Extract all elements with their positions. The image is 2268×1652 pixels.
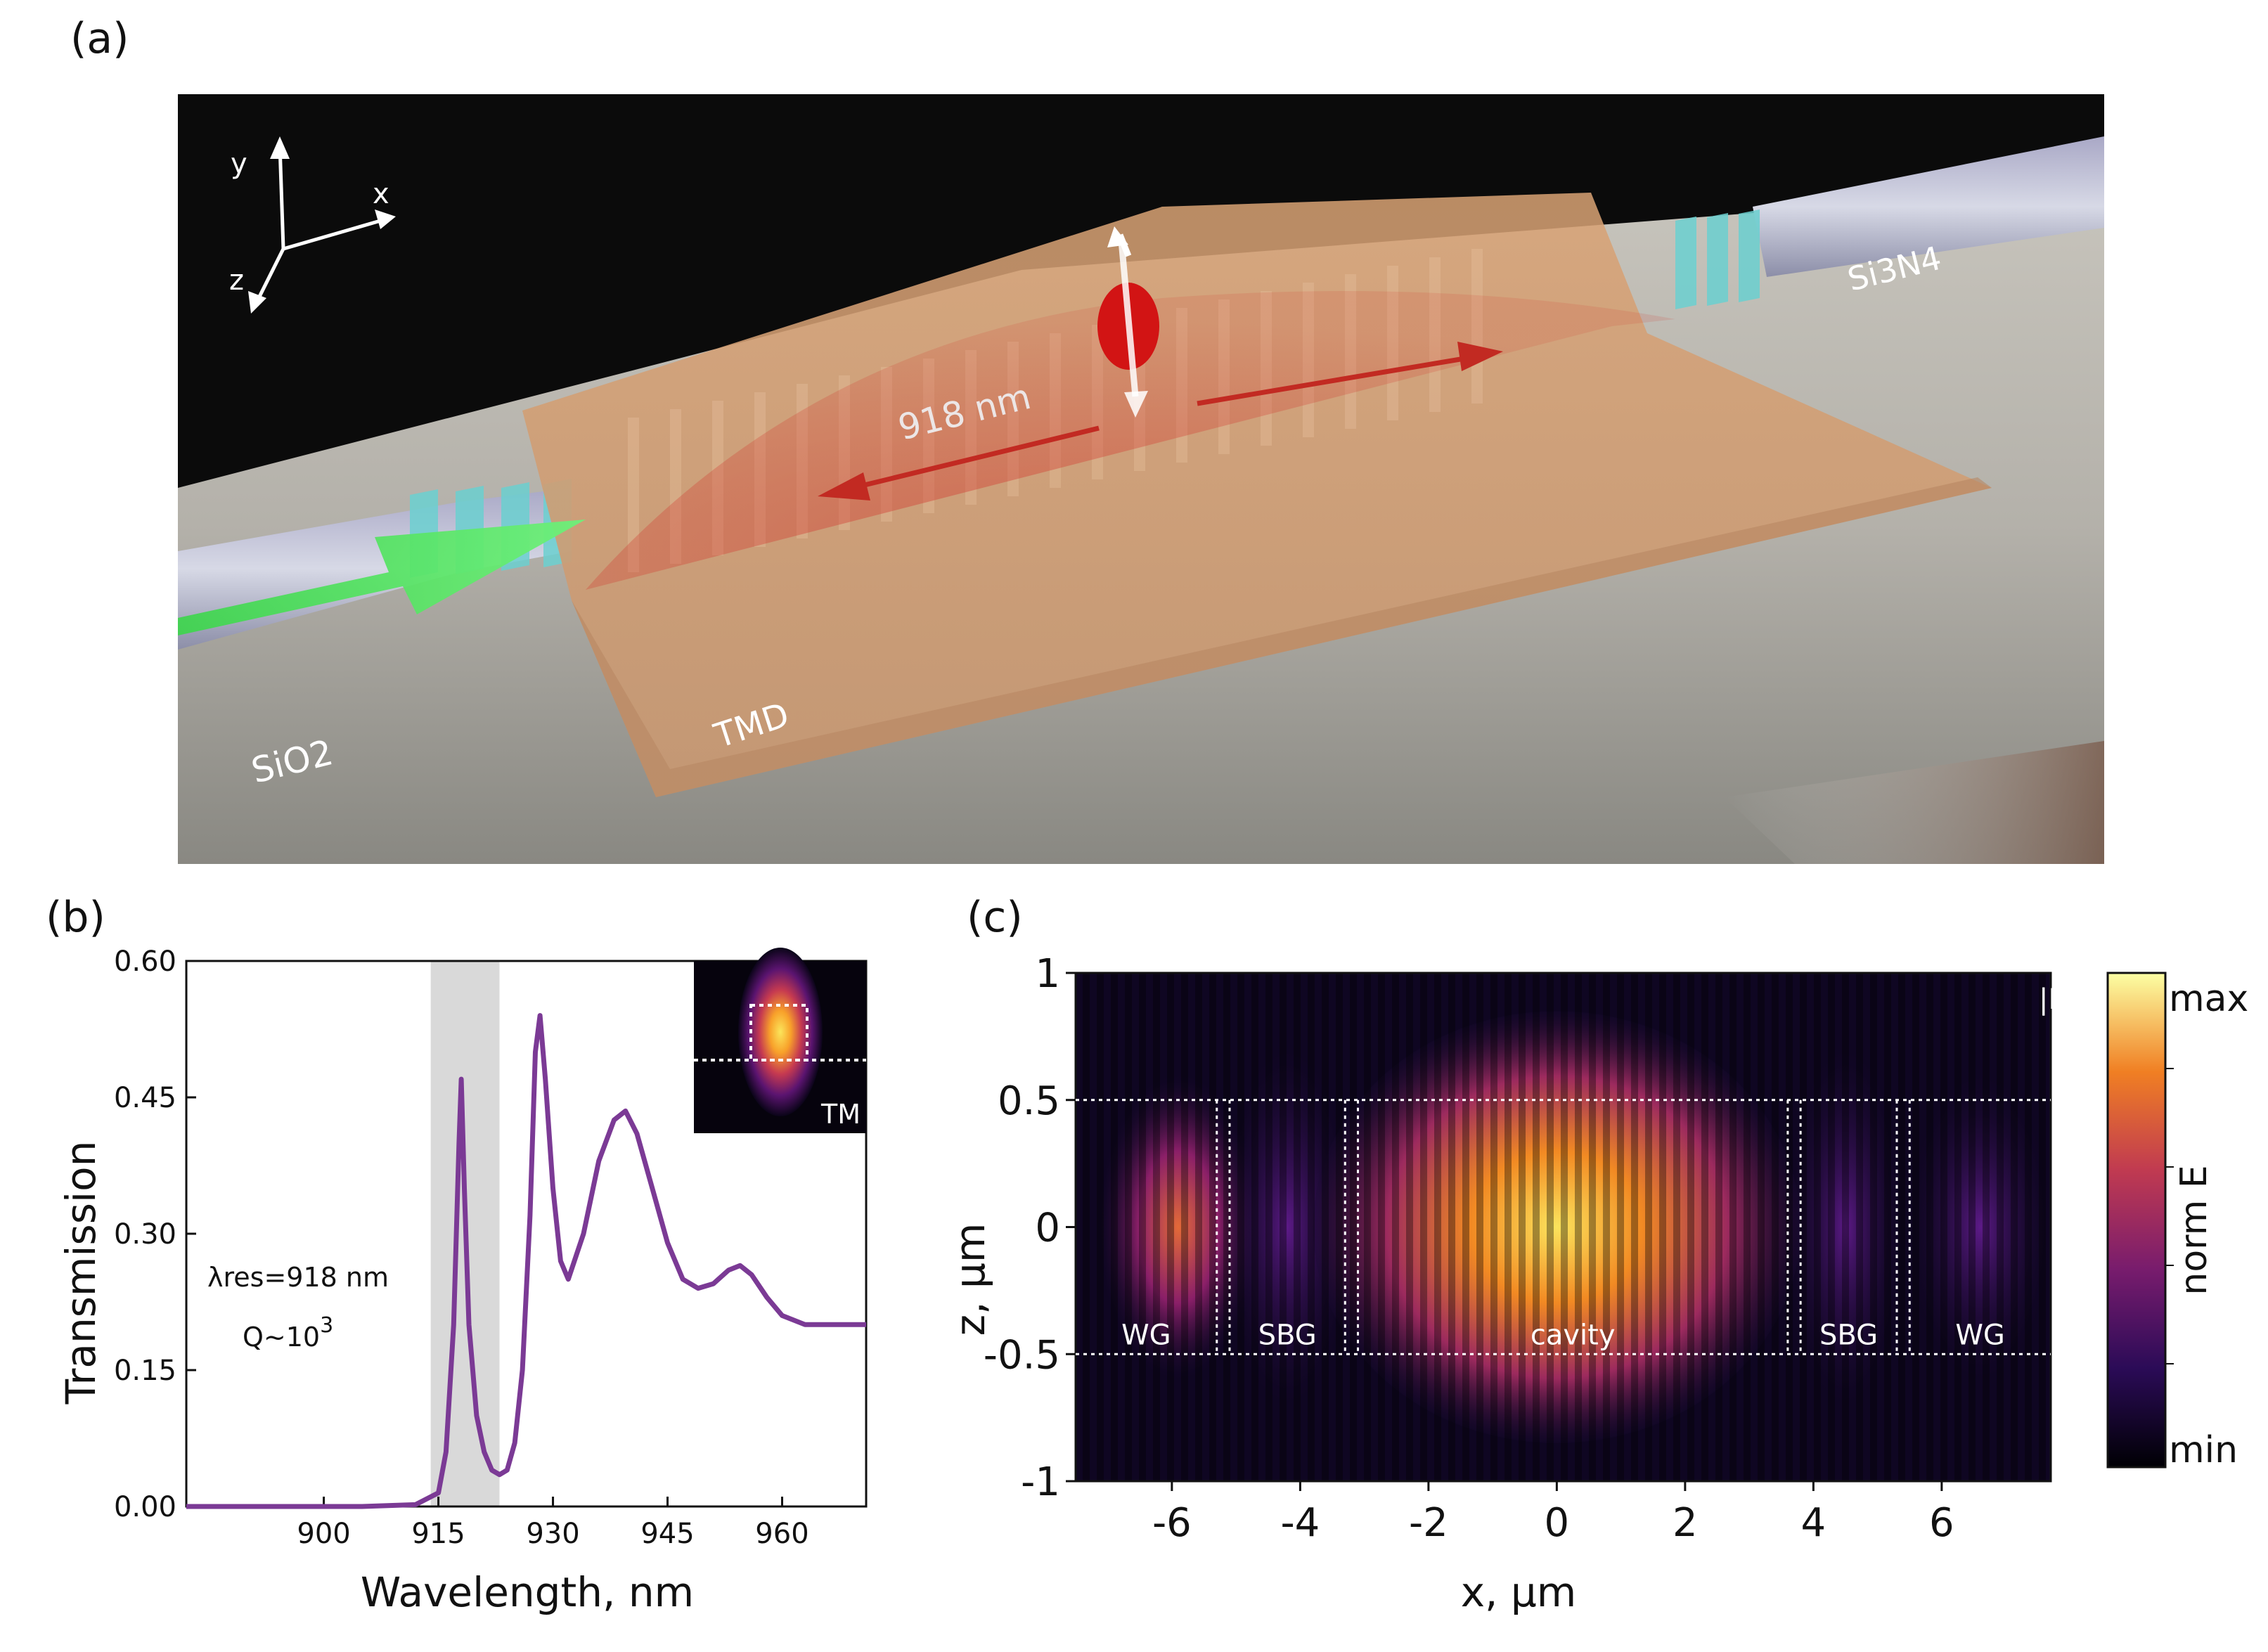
fringe-overlay xyxy=(1076,973,2051,1481)
x-axis-title: Wavelength, nm xyxy=(361,1568,694,1616)
y-tick-label: 0 xyxy=(1035,1206,1060,1251)
x-tick-label: -2 xyxy=(1409,1500,1448,1546)
region-label: WG xyxy=(1955,1319,2005,1351)
y-tick-label: 0.15 xyxy=(114,1355,176,1387)
region-label: SBG xyxy=(1819,1319,1878,1351)
q-factor-annotation: Q~103 xyxy=(243,1313,333,1353)
transmission-chart: 900 915 930 945 960 0.00 0.15 0.30 0.45 0.60 Wave… xyxy=(57,946,868,1616)
y-tick-label: 0.00 xyxy=(114,1491,176,1523)
region-label: cavity xyxy=(1531,1319,1616,1351)
lambda-res-annotation: λres=918 nm xyxy=(207,1262,389,1293)
y-tick-label: 0.60 xyxy=(114,946,176,978)
region-label: SBG xyxy=(1258,1319,1317,1351)
region-label: WG xyxy=(1121,1319,1171,1351)
x-tick-label: 915 xyxy=(411,1518,465,1550)
y-tick-label: -1 xyxy=(1021,1459,1060,1505)
panel-c-label: (c) xyxy=(967,893,1023,942)
colorbar: max min norm E xyxy=(2106,972,2248,1471)
field-map: -6 -4 -2 0 2 4 6 1 0.5 0 -0.5 -1 WG SBG cavity SBG WG |… xyxy=(946,951,2248,1616)
axis-y-label: y xyxy=(231,148,247,180)
panel-b-label: (b) xyxy=(46,893,105,942)
y-axis-title: z, μm xyxy=(946,1223,994,1336)
panel-a-label: (a) xyxy=(70,14,129,63)
colorbar-min: min xyxy=(2169,1429,2238,1471)
x-tick-label: 0 xyxy=(1545,1500,1570,1546)
inset-tm-label: TM xyxy=(820,1099,861,1130)
inset-mode-profile: TM xyxy=(694,948,866,1133)
x-tick-label: 960 xyxy=(755,1518,808,1550)
panel-a-render: y x z 918 nm TMD SiO2 Si3N4 xyxy=(178,94,2104,864)
y-tick-label: -0.5 xyxy=(984,1332,1060,1378)
q-base: Q~10 xyxy=(243,1322,320,1353)
axis-x-label: x xyxy=(373,178,389,210)
x-tick-label: 2 xyxy=(1673,1500,1698,1546)
field-ey-label: |Ey| xyxy=(2039,983,2092,1016)
y-tick-label: 0.5 xyxy=(998,1078,1060,1124)
x-tick-label: 945 xyxy=(640,1518,694,1550)
q-exponent: 3 xyxy=(320,1313,333,1338)
y-axis-title: Transmission xyxy=(57,1141,105,1405)
x-tick-label: 930 xyxy=(526,1518,579,1550)
y-tick-label: 0.45 xyxy=(114,1082,176,1114)
x-tick-label: 6 xyxy=(1929,1500,1954,1546)
colorbar-title: norm E xyxy=(2173,1165,2215,1295)
x-axis-title: x, μm xyxy=(1461,1568,1577,1616)
x-tick-label: 4 xyxy=(1801,1500,1826,1546)
x-tick-label: -6 xyxy=(1152,1500,1192,1546)
x-tick-label: 900 xyxy=(297,1518,350,1550)
colorbar-max: max xyxy=(2169,978,2248,1020)
axis-z-label: z xyxy=(229,264,244,297)
y-tick-label: 0.30 xyxy=(114,1218,176,1251)
x-tick-label: -4 xyxy=(1280,1500,1320,1546)
y-tick-label: 1 xyxy=(1035,951,1060,997)
